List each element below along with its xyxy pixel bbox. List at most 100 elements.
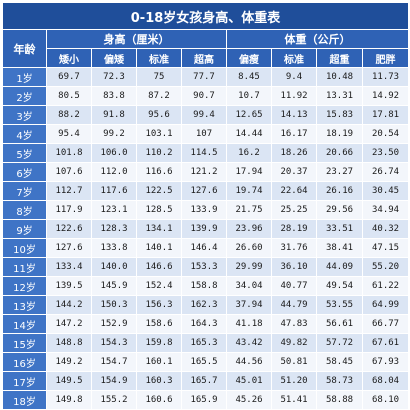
weight-value: 10.48 [316, 67, 363, 87]
height-value: 139.5 [46, 276, 92, 296]
weight-col-over: 超重 [316, 48, 363, 68]
age-cell: 12岁 [2, 276, 47, 296]
height-value: 80.5 [46, 86, 92, 106]
weight-value: 40.77 [271, 276, 317, 296]
weight-value: 15.83 [316, 105, 363, 125]
table-row: 17岁 149.5 154.9 160.3 165.7 45.01 51.20 … [2, 371, 410, 391]
height-value: 107 [181, 124, 227, 144]
weight-value: 17.81 [361, 105, 410, 125]
weight-value: 38.41 [316, 238, 363, 258]
height-value: 117.6 [91, 181, 137, 201]
weight-value: 23.96 [226, 219, 272, 239]
age-cell: 6岁 [2, 162, 47, 182]
height-value: 139.9 [181, 219, 227, 239]
height-value: 91.8 [91, 105, 137, 125]
table-row: 12岁 139.5 145.9 152.4 158.8 34.04 40.77 … [2, 276, 410, 296]
weight-value: 26.60 [226, 238, 272, 258]
weight-value: 34.94 [361, 200, 410, 220]
weight-value: 53.55 [316, 295, 363, 315]
weight-value: 51.41 [271, 390, 317, 410]
height-value: 99.2 [91, 124, 137, 144]
height-value: 128.3 [91, 219, 137, 239]
weight-value: 23.27 [316, 162, 363, 182]
height-value: 117.9 [46, 200, 92, 220]
weight-value: 56.61 [316, 314, 363, 334]
height-value: 77.7 [181, 67, 227, 87]
height-col-below: 偏矮 [91, 48, 137, 68]
weight-value: 12.65 [226, 105, 272, 125]
height-value: 122.5 [136, 181, 182, 201]
height-col-short: 矮小 [46, 48, 92, 68]
weight-value: 67.93 [361, 352, 410, 372]
age-cell: 15岁 [2, 333, 47, 353]
weight-value: 45.26 [226, 390, 272, 410]
height-value: 101.8 [46, 143, 92, 163]
age-cell: 2岁 [2, 86, 47, 106]
weight-value: 17.94 [226, 162, 272, 182]
table-body: 1岁 69.7 72.3 75 77.7 8.45 9.4 10.48 11.7… [2, 67, 410, 410]
age-cell: 10岁 [2, 238, 47, 258]
height-value: 148.8 [46, 333, 92, 353]
height-value: 149.8 [46, 390, 92, 410]
height-value: 127.6 [46, 238, 92, 258]
weight-value: 20.66 [316, 143, 363, 163]
weight-value: 14.13 [271, 105, 317, 125]
height-value: 165.3 [181, 333, 227, 353]
height-value: 165.7 [181, 371, 227, 391]
height-value: 123.1 [91, 200, 137, 220]
table-row: 11岁 133.4 140.0 146.6 153.3 29.99 36.10 … [2, 257, 410, 277]
weight-value: 43.42 [226, 333, 272, 353]
weight-value: 55.20 [361, 257, 410, 277]
age-cell: 5岁 [2, 143, 47, 163]
height-value: 145.9 [91, 276, 137, 296]
table-title: 0-18岁女孩身高、体重表 [1, 2, 410, 30]
height-group-header: 身高（厘米） [46, 29, 227, 49]
age-cell: 4岁 [2, 124, 47, 144]
weight-value: 44.79 [271, 295, 317, 315]
weight-value: 45.01 [226, 371, 272, 391]
table-row: 13岁 144.2 150.3 156.3 162.3 37.94 44.79 … [2, 295, 410, 315]
height-value: 127.6 [181, 181, 227, 201]
age-cell: 17岁 [2, 371, 47, 391]
table-row: 1岁 69.7 72.3 75 77.7 8.45 9.4 10.48 11.7… [2, 67, 410, 87]
weight-value: 14.44 [226, 124, 272, 144]
height-value: 154.3 [91, 333, 137, 353]
weight-value: 40.32 [361, 219, 410, 239]
weight-value: 30.45 [361, 181, 410, 201]
weight-value: 16.2 [226, 143, 272, 163]
height-value: 107.6 [46, 162, 92, 182]
height-value: 134.1 [136, 219, 182, 239]
weight-value: 18.19 [316, 124, 363, 144]
height-value: 164.3 [181, 314, 227, 334]
table-row: 9岁 122.6 128.3 134.1 139.9 23.96 28.19 3… [2, 219, 410, 239]
height-value: 110.2 [136, 143, 182, 163]
height-value: 152.4 [136, 276, 182, 296]
height-value: 69.7 [46, 67, 92, 87]
height-value: 160.1 [136, 352, 182, 372]
weight-value: 57.72 [316, 333, 363, 353]
height-value: 155.2 [91, 390, 137, 410]
height-value: 153.3 [181, 257, 227, 277]
weight-value: 36.10 [271, 257, 317, 277]
weight-value: 67.61 [361, 333, 410, 353]
table-row: 4岁 95.4 99.2 103.1 107 14.44 16.17 18.19… [2, 124, 410, 144]
height-value: 149.5 [46, 371, 92, 391]
height-value: 128.5 [136, 200, 182, 220]
height-value: 121.2 [181, 162, 227, 182]
height-value: 156.3 [136, 295, 182, 315]
weight-value: 29.99 [226, 257, 272, 277]
height-value: 88.2 [46, 105, 92, 125]
height-value: 146.4 [181, 238, 227, 258]
weight-value: 14.92 [361, 86, 410, 106]
weight-value: 51.20 [271, 371, 317, 391]
table-row: 5岁 101.8 106.0 110.2 114.5 16.2 18.26 20… [2, 143, 410, 163]
weight-value: 26.74 [361, 162, 410, 182]
height-value: 95.6 [136, 105, 182, 125]
height-value: 159.8 [136, 333, 182, 353]
weight-value: 41.18 [226, 314, 272, 334]
weight-group-header: 体重（公斤） [225, 29, 410, 49]
height-value: 140.0 [91, 257, 137, 277]
height-value: 165.9 [181, 390, 227, 410]
weight-col-obese: 肥胖 [361, 48, 410, 68]
